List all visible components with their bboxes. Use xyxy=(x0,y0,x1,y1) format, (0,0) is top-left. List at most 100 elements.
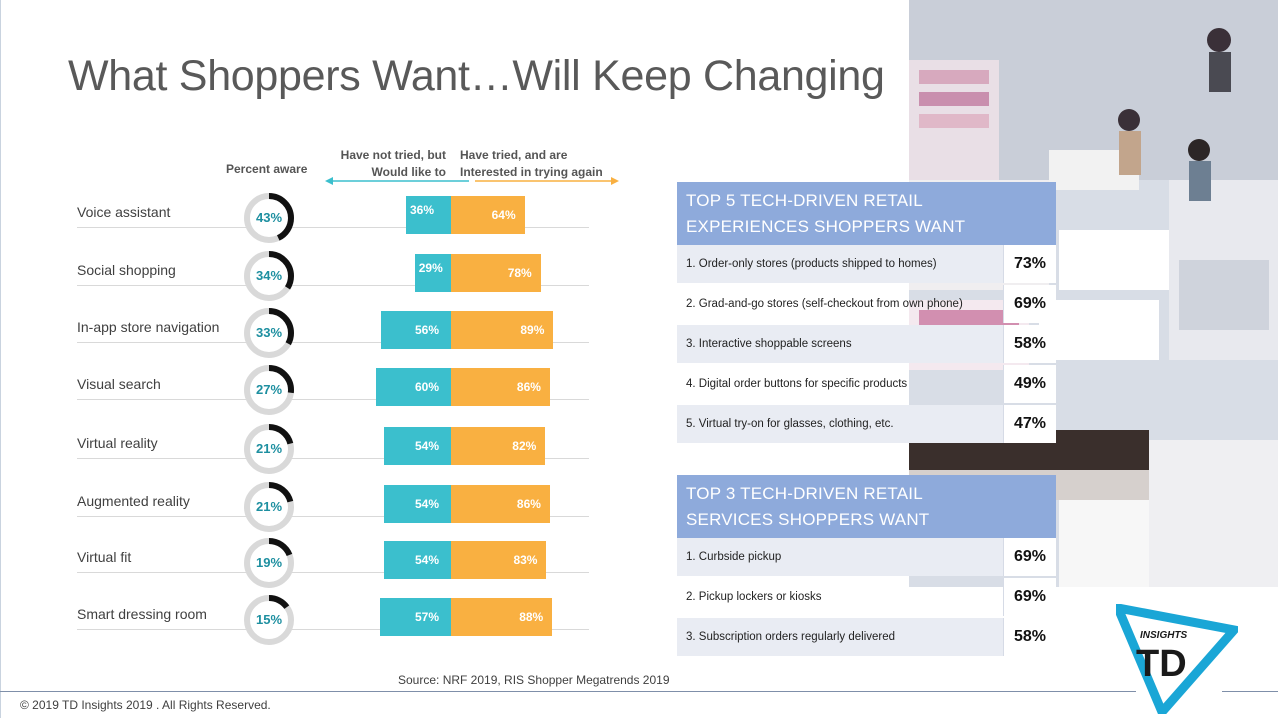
aware-value: 19% xyxy=(255,555,283,570)
bar-tried xyxy=(451,541,547,579)
panel-item: 3. Subscription orders regularly deliver… xyxy=(677,618,1056,656)
panel-item-value: 69% xyxy=(1004,285,1056,323)
row-gridline xyxy=(77,629,589,630)
awareness-donut xyxy=(244,424,294,474)
bar-tried-label: 89% xyxy=(520,323,545,337)
source-note: Source: NRF 2019, RIS Shopper Megatrends… xyxy=(398,673,670,687)
bar-tried xyxy=(451,485,550,523)
donut-arc xyxy=(244,365,294,415)
row-gridline xyxy=(77,572,589,573)
panel-item-divider xyxy=(1003,538,1004,576)
panel-item-value: 73% xyxy=(1004,245,1056,283)
aware-value: 15% xyxy=(255,612,283,627)
bar-not-tried-label: 60% xyxy=(415,380,440,394)
panel-item-text: 2. Pickup lockers or kiosks xyxy=(686,591,822,603)
category-label: Virtual reality xyxy=(77,435,158,451)
bar-tried-label: 88% xyxy=(519,610,544,624)
panel-item-value: 49% xyxy=(1004,365,1056,403)
bar-tried-label: 86% xyxy=(516,380,541,394)
awareness-donut xyxy=(244,482,294,532)
logo-insights-text: INSIGHTS xyxy=(1140,630,1188,641)
bar-tried xyxy=(451,598,553,636)
bar-not-tried-label: 29% xyxy=(418,261,443,275)
category-label: Smart dressing room xyxy=(77,606,207,622)
aware-value: 27% xyxy=(255,382,283,397)
panel-item-value: 58% xyxy=(1004,618,1056,656)
panel-item-value: 69% xyxy=(1004,538,1056,576)
panel-item-text: 5. Virtual try-on for glasses, clothing,… xyxy=(686,418,894,430)
panel-item: 1. Order-only stores (products shipped t… xyxy=(677,245,1056,283)
bar-not-tried xyxy=(383,485,451,523)
bar-tried-label: 78% xyxy=(507,266,532,280)
not-tried-header: Have not tried, but Would like to xyxy=(318,147,446,181)
panel-item-divider xyxy=(1003,245,1004,283)
bar-tried xyxy=(451,196,525,234)
bar-not-tried-label: 54% xyxy=(415,497,440,511)
awareness-donut xyxy=(244,193,294,243)
tried-header-line1: Have tried, and are xyxy=(460,148,568,162)
bar-not-tried xyxy=(414,254,451,292)
chart-row: Voice assistant 43% 36% 64% xyxy=(0,193,640,262)
aware-value: 34% xyxy=(255,268,283,283)
donut-arc xyxy=(244,482,294,532)
panel-item: 2. Grad-and-go stores (self-checkout fro… xyxy=(677,285,1056,323)
copyright: © 2019 TD Insights 2019 . All Rights Res… xyxy=(20,698,271,712)
row-gridline xyxy=(77,285,589,286)
aware-value: 21% xyxy=(255,499,283,514)
panel-item-divider xyxy=(1003,365,1004,403)
not-tried-header-line1: Have not tried, but xyxy=(340,148,446,162)
left-border xyxy=(0,0,1,718)
category-label: Visual search xyxy=(77,376,161,392)
awareness-donut xyxy=(244,251,294,301)
experiences-panel-title: TOP 5 TECH-DRIVEN RETAIL EXPERIENCES SHO… xyxy=(677,182,1056,246)
donut-arc xyxy=(244,538,294,588)
category-label: Augmented reality xyxy=(77,493,190,509)
row-gridline xyxy=(77,342,589,343)
bar-not-tried-label: 36% xyxy=(410,203,435,217)
bar-not-tried-label: 56% xyxy=(415,323,440,337)
bar-tried xyxy=(451,427,546,465)
awareness-donut xyxy=(244,538,294,588)
double-arrow-icon xyxy=(325,177,619,185)
panel-item-text: 4. Digital order buttons for specific pr… xyxy=(686,378,908,390)
panel-item-divider xyxy=(1003,325,1004,363)
category-label: In-app store navigation xyxy=(77,319,220,335)
panel-item-divider xyxy=(1003,285,1004,323)
bar-not-tried-label: 54% xyxy=(415,553,440,567)
services-panel-title: TOP 3 TECH-DRIVEN RETAIL SERVICES SHOPPE… xyxy=(677,475,1056,539)
bar-tried-label: 86% xyxy=(516,497,541,511)
bar-not-tried xyxy=(383,541,451,579)
awareness-donut xyxy=(244,595,294,645)
bar-tried-label: 83% xyxy=(513,553,538,567)
bar-not-tried-label: 54% xyxy=(415,439,440,453)
aware-value: 21% xyxy=(255,441,283,456)
panel-item: 5. Virtual try-on for glasses, clothing,… xyxy=(677,405,1056,443)
chart-row: Visual search 27% 60% 86% xyxy=(0,365,640,434)
donut-arc xyxy=(244,595,294,645)
panel-item: 2. Pickup lockers or kiosks 69% xyxy=(677,578,1056,616)
services-title-line2: SERVICES SHOPPERS WANT xyxy=(686,510,930,529)
row-gridline xyxy=(77,516,589,517)
bar-tried xyxy=(451,368,550,406)
td-insights-logo: INSIGHTS TD xyxy=(1116,604,1238,714)
chart-row: Virtual reality 21% 54% 82% xyxy=(0,424,640,493)
footer-divider-right xyxy=(1222,691,1278,692)
panel-item-text: 1. Curbside pickup xyxy=(686,551,782,563)
donut-arc xyxy=(244,251,294,301)
panel-item: 4. Digital order buttons for specific pr… xyxy=(677,365,1056,403)
panel-item-text: 3. Interactive shoppable screens xyxy=(686,338,852,350)
category-label: Social shopping xyxy=(77,262,176,278)
page-title: What Shoppers Want…Will Keep Changing xyxy=(68,52,885,100)
panel-item: 1. Curbside pickup 69% xyxy=(677,538,1056,576)
aware-value: 43% xyxy=(255,210,283,225)
bar-tried xyxy=(451,311,554,349)
panel-item-divider xyxy=(1003,618,1004,656)
chart-row: Augmented reality 21% 54% 86% xyxy=(0,482,640,551)
aware-value: 33% xyxy=(255,325,283,340)
experiences-title-line2: EXPERIENCES SHOPPERS WANT xyxy=(686,217,966,236)
awareness-donut xyxy=(244,308,294,358)
not-tried-header-line2: Would like to xyxy=(371,165,446,179)
panel-item-text: 1. Order-only stores (products shipped t… xyxy=(686,258,937,270)
category-label: Voice assistant xyxy=(77,204,171,220)
row-gridline xyxy=(77,399,589,400)
